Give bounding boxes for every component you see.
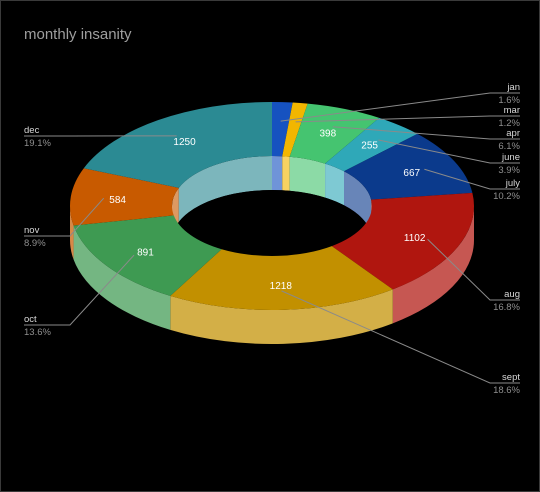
hole-wall-dec	[178, 156, 272, 222]
side-wall-nov	[70, 206, 74, 260]
hole-wall-mar	[282, 156, 290, 191]
slice-aug	[331, 192, 474, 290]
legend-percent-sept: 18.6%	[493, 385, 520, 396]
value-label-oct: 891	[137, 248, 154, 259]
legend-label-jan: jan	[506, 82, 520, 93]
legend-label-june: june	[501, 152, 520, 163]
hole-wall-apr	[289, 156, 326, 198]
legend-percent-apr: 6.1%	[498, 141, 520, 152]
legend-percent-oct: 13.6%	[24, 327, 51, 338]
legend-percent-jan: 1.6%	[498, 95, 520, 106]
inner-value-labels: 398 255 667 1102 1218 891 584 1250	[109, 128, 426, 292]
slice-sept	[170, 246, 393, 310]
leader-line-apr	[332, 126, 520, 140]
legend-percent-nov: 8.9%	[24, 238, 46, 249]
hole-wall-july	[344, 171, 372, 234]
legend-label-mar: mar	[504, 105, 520, 116]
slice-nov	[69, 168, 179, 226]
legend-label-july: july	[505, 178, 521, 189]
value-label-apr: 398	[319, 128, 336, 139]
side-wall-aug	[392, 206, 474, 324]
legend-percent-aug: 16.8%	[493, 302, 520, 313]
leader-line-june	[378, 139, 520, 164]
hole-wall-june	[325, 163, 345, 206]
legend-percent-dec: 19.1%	[24, 138, 51, 149]
slice-july	[344, 133, 473, 200]
chart-title: monthly insanity	[24, 26, 132, 43]
legend-label-dec: dec	[24, 125, 40, 136]
legend-percent-july: 10.2%	[493, 191, 520, 202]
donut-top-faces	[69, 101, 474, 310]
leader-line-mar	[295, 115, 520, 123]
value-label-sept: 1218	[270, 281, 293, 292]
legend-label-apr: apr	[506, 128, 520, 139]
slice-mar	[282, 102, 308, 157]
legend-label-nov: nov	[24, 225, 40, 236]
leader-line-aug	[427, 238, 520, 301]
leader-line-july	[424, 168, 520, 190]
donut-side-walls	[70, 206, 474, 344]
leader-line-nov	[24, 197, 105, 237]
slice-apr	[289, 103, 380, 164]
legend-label-aug: aug	[504, 289, 520, 300]
legend-label-oct: oct	[24, 314, 37, 325]
legend-label-sept: sept	[502, 372, 520, 383]
value-label-aug: 1102	[404, 233, 426, 244]
side-wall-oct	[73, 225, 171, 330]
value-label-june: 255	[361, 141, 378, 152]
value-label-dec: 1250	[173, 137, 196, 148]
legend-percent-mar: 1.2%	[498, 118, 520, 129]
slice-oct	[73, 215, 222, 296]
leader-line-sept	[281, 290, 520, 384]
outer-labels: jan 1.6%mar 1.2%apr 6.1%june 3.9% july 10.2% au…	[24, 82, 521, 396]
hole-wall-jan	[272, 156, 283, 191]
leader-line-oct	[24, 254, 135, 326]
slice-dec	[83, 101, 272, 188]
value-label-july: 667	[403, 168, 420, 179]
slice-jan	[272, 102, 293, 157]
side-wall-sept	[170, 289, 393, 344]
value-label-nov: 584	[109, 195, 126, 206]
legend-percent-june: 3.9%	[498, 165, 520, 176]
leader-line-jan	[280, 92, 520, 122]
